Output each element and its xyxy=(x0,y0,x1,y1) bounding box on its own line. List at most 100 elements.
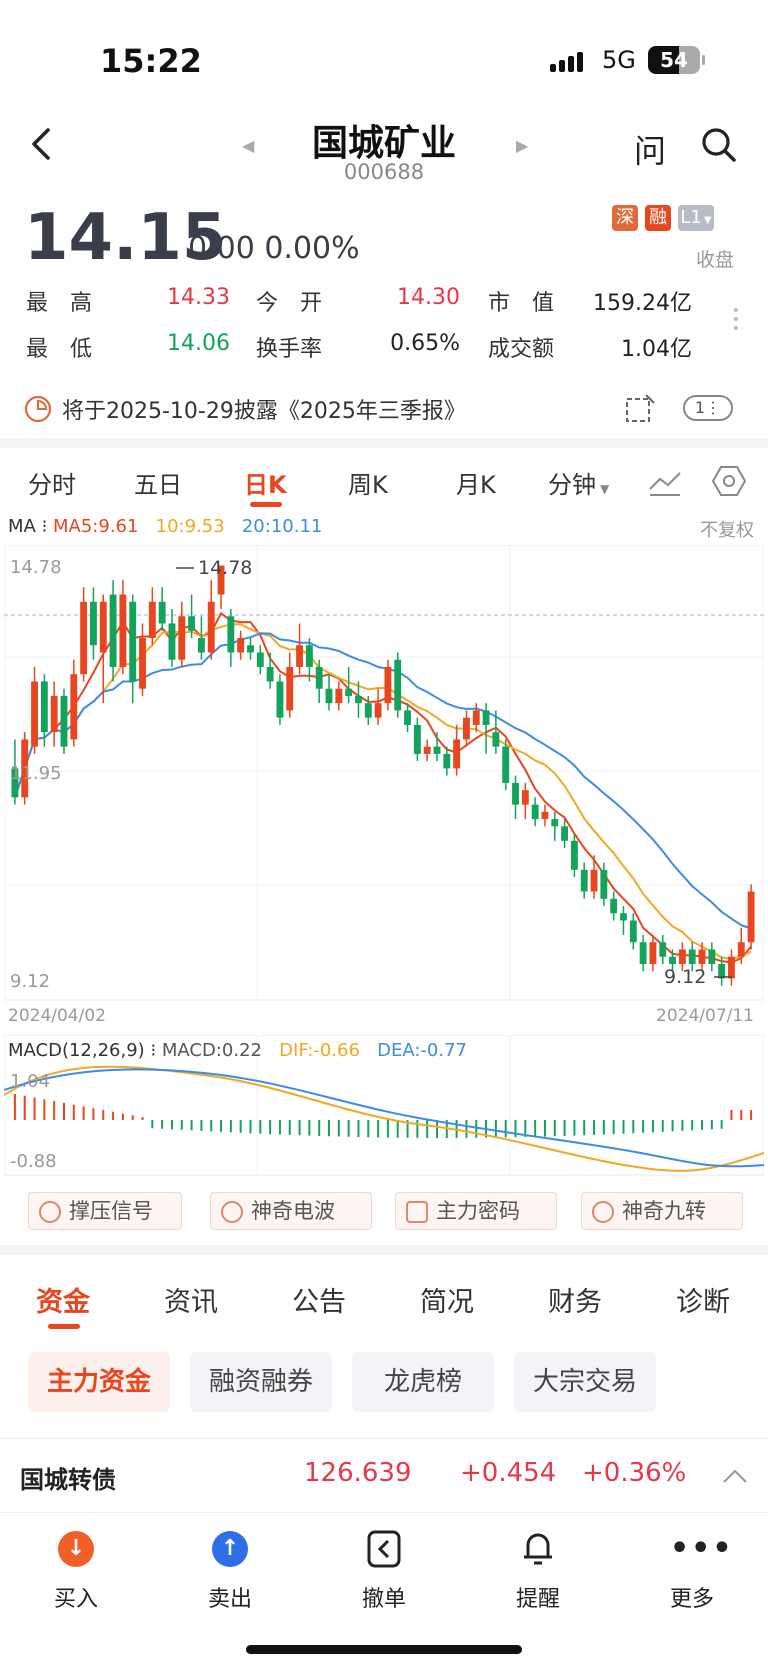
status-time: 15:22 xyxy=(100,42,202,80)
settings-icon[interactable] xyxy=(711,465,747,501)
tab-minute[interactable]: 分钟 ▼ xyxy=(548,471,610,499)
divider xyxy=(0,1438,768,1439)
magic-wave-button[interactable]: 神奇电波 xyxy=(210,1192,372,1230)
candle-body xyxy=(178,616,186,660)
candle-body xyxy=(541,811,549,820)
edit-icon[interactable] xyxy=(624,393,656,429)
tab-funds[interactable]: 资金 xyxy=(36,1287,90,1318)
candle-body xyxy=(168,623,176,660)
active-tab-indicator xyxy=(48,1324,80,1329)
tab-monthly-k[interactable]: 月K xyxy=(456,471,496,499)
candle-body xyxy=(227,616,235,653)
candle-body xyxy=(207,601,215,653)
disclosure-notice[interactable]: 将于2025-10-29披露《2025年三季报》 1⋮ xyxy=(0,385,768,435)
macd-legend[interactable]: MACD(12,26,9) ⁝ MACD:0.22 DIF:-0.66 DEA:… xyxy=(8,1040,467,1061)
main-force-code-button[interactable]: 主力密码 xyxy=(395,1192,557,1230)
margin-tag: 融 xyxy=(645,205,671,231)
ma-legend[interactable]: MA ⁝ MA5:9.61 10:9.53 20:10.11 xyxy=(8,516,323,537)
tab-five-day[interactable]: 五日 xyxy=(134,471,182,499)
adjust-mode[interactable]: 不复权 xyxy=(700,520,754,541)
subtab-margin[interactable]: 融资融券 xyxy=(190,1352,332,1412)
candle-body xyxy=(305,645,313,667)
prev-stock-icon[interactable]: ◀ xyxy=(242,136,255,155)
subtab-main-funds[interactable]: 主力资金 xyxy=(28,1352,170,1412)
candle-body xyxy=(551,819,559,827)
low-label: 最 低 xyxy=(26,337,93,362)
candle-body xyxy=(413,724,421,754)
macd-top-label: 1.04 xyxy=(10,1071,50,1092)
convertible-bond-row[interactable]: 国城转债 126.639 +0.454 +0.36% xyxy=(0,1440,768,1510)
candle-body xyxy=(345,688,353,696)
dea-value: DEA:-0.77 xyxy=(377,1040,467,1061)
candle-body xyxy=(139,637,146,689)
tab-financials[interactable]: 财务 xyxy=(548,1287,602,1318)
candle-body xyxy=(482,710,490,725)
subtab-block-trade[interactable]: 大宗交易 xyxy=(514,1352,656,1412)
search-icon[interactable] xyxy=(700,126,738,168)
candle-body xyxy=(423,746,431,754)
candle-body xyxy=(688,949,696,964)
macd-chart[interactable]: 1.04 -0.88 xyxy=(4,1035,764,1180)
y-bottom-label: 9.12 xyxy=(10,971,50,992)
bond-price: 126.639 xyxy=(304,1458,412,1488)
min-price-label: 9.12 xyxy=(664,966,706,988)
level-tag[interactable]: L1 ▼ xyxy=(678,205,714,231)
magic-nine-button[interactable]: 神奇九转 xyxy=(581,1192,743,1230)
candle-body xyxy=(266,666,274,682)
kline-chart[interactable]: 14.78 11.95 9.12 14.78 9.12 xyxy=(4,545,764,1005)
candle-body xyxy=(31,681,38,747)
candle-body xyxy=(119,594,127,667)
ma5-value: MA5:9.61 xyxy=(53,516,139,537)
y-mid-label: 11.95 xyxy=(10,763,62,784)
macd-label: MACD(12,26,9) xyxy=(8,1040,145,1061)
ma-label: MA xyxy=(8,516,36,537)
arrow-up-icon: ↑ xyxy=(212,1531,248,1567)
candle-body xyxy=(610,898,618,914)
candle-body xyxy=(50,695,58,733)
next-stock-icon[interactable]: ▶ xyxy=(516,136,529,155)
candle-body xyxy=(531,804,539,820)
candle-body xyxy=(747,891,755,943)
notice-count-badge[interactable]: 1⋮ xyxy=(683,395,733,421)
price-change: 0.00 0.00% xyxy=(188,231,360,266)
candle-body xyxy=(99,601,107,653)
candle-body xyxy=(286,666,294,711)
more-label: 更多 xyxy=(669,1587,714,1612)
tab-news[interactable]: 资讯 xyxy=(164,1287,218,1318)
tab-announcements[interactable]: 公告 xyxy=(292,1287,346,1318)
tab-intraday[interactable]: 分时 xyxy=(28,471,76,499)
candle-body xyxy=(60,695,68,747)
candle-body xyxy=(728,956,735,979)
tab-profile[interactable]: 简况 xyxy=(420,1287,474,1318)
candle-body xyxy=(394,659,402,711)
amount-value: 1.04亿 xyxy=(621,337,692,362)
indicator-icon[interactable] xyxy=(648,467,682,501)
open-label: 今 开 xyxy=(256,291,323,316)
candle-body xyxy=(296,645,304,667)
ma-lines xyxy=(13,611,752,964)
tab-weekly-k[interactable]: 周K xyxy=(348,471,388,499)
stock-code: 000688 xyxy=(343,160,425,184)
subtab-dragon-tiger[interactable]: 龙虎榜 xyxy=(352,1352,494,1412)
divider xyxy=(0,1245,768,1255)
quote-panel: 14.15 0.00 0.00% 深 融 L1 ▼ 收盘 最 高 14.33 今 … xyxy=(0,195,768,375)
exchange-tag: 深 xyxy=(612,205,638,231)
chevron-up-icon[interactable] xyxy=(722,1468,748,1488)
notice-text: 将于2025-10-29披露《2025年三季报》 xyxy=(62,399,466,424)
tab-diagnosis[interactable]: 诊断 xyxy=(676,1287,730,1318)
back-icon[interactable] xyxy=(28,126,52,166)
support-resistance-button[interactable]: 撑压信号 xyxy=(28,1192,182,1230)
last-price: 14.15 xyxy=(24,201,227,275)
tab-daily-k[interactable]: 日K xyxy=(244,471,287,499)
ma10-value: 10:9.53 xyxy=(155,516,225,537)
candle-body xyxy=(80,601,88,675)
lock-icon xyxy=(406,1201,428,1223)
candle-body xyxy=(315,666,323,689)
candle-body xyxy=(21,739,29,798)
high-value: 14.33 xyxy=(167,285,230,310)
ask-button[interactable]: 问 xyxy=(634,132,667,170)
candle-body xyxy=(70,674,78,740)
candle-body xyxy=(355,695,362,704)
candle-body xyxy=(649,942,657,964)
more-vertical-icon[interactable]: • • • xyxy=(731,303,740,337)
